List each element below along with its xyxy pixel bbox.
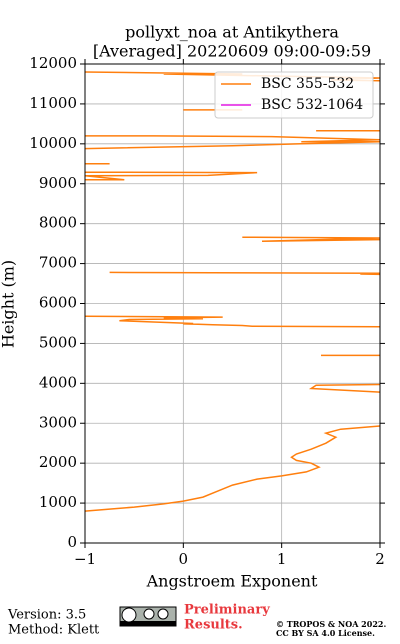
copyright: CC BY SA 4.0 License. bbox=[276, 628, 375, 638]
y-tick-label: 12000 bbox=[29, 54, 77, 72]
y-tick-label: 4000 bbox=[39, 373, 77, 391]
series-line bbox=[85, 71, 380, 512]
x-tick-label: 1 bbox=[277, 550, 287, 568]
chart-title: pollyxt_noa at Antikythera bbox=[125, 23, 339, 42]
y-axis-label: Height (m) bbox=[0, 260, 18, 348]
x-axis-label: Angstroem Exponent bbox=[146, 572, 318, 591]
y-tick-label: 8000 bbox=[39, 214, 77, 232]
y-tick-label: 6000 bbox=[39, 294, 77, 312]
preliminary: Results. bbox=[184, 618, 243, 633]
y-tick-label: 3000 bbox=[39, 413, 77, 431]
cc-badge bbox=[119, 606, 177, 627]
y-tick-label: 7000 bbox=[39, 254, 77, 272]
legend-box bbox=[214, 71, 374, 119]
method: Method: Klett bbox=[8, 623, 100, 638]
y-tick-label: 5000 bbox=[39, 333, 77, 351]
y-tick-label: 9000 bbox=[39, 174, 77, 192]
y-tick-label: 11000 bbox=[29, 94, 77, 112]
plot-frame bbox=[84, 63, 381, 544]
y-tick-label: 1000 bbox=[39, 493, 77, 511]
x-tick-label: −1 bbox=[74, 550, 96, 568]
x-tick-label: 0 bbox=[179, 550, 189, 568]
chart-subtitle: [Averaged] 20220609 09:00-09:59 bbox=[93, 42, 371, 61]
legend-label: BSC 532-1064 bbox=[261, 97, 363, 113]
version: Version: 3.5 bbox=[7, 608, 86, 623]
x-tick-label: 2 bbox=[375, 550, 385, 568]
legend-label: BSC 355-532 bbox=[261, 76, 354, 92]
preliminary: Preliminary bbox=[184, 603, 270, 618]
y-tick-label: 0 bbox=[67, 533, 77, 551]
y-tick-label: 10000 bbox=[29, 134, 77, 152]
copyright: © TROPOS & NOA 2022. bbox=[276, 619, 386, 629]
y-tick-label: 2000 bbox=[39, 453, 77, 471]
